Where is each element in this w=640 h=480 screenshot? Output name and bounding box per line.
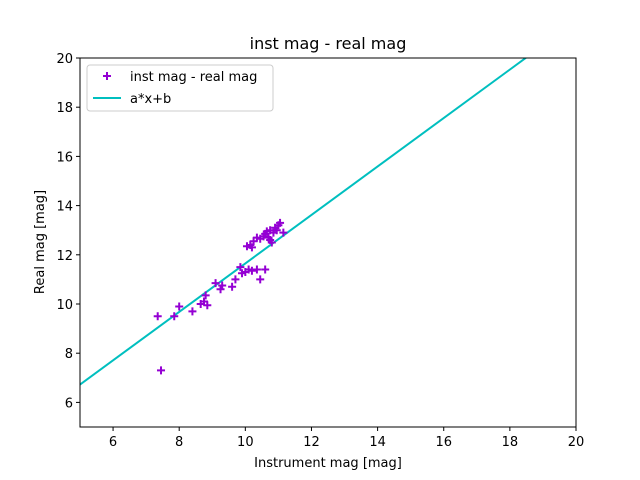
y-tick-label: 14 bbox=[56, 200, 73, 215]
data-point bbox=[261, 265, 270, 274]
x-tick-label: 16 bbox=[435, 435, 452, 450]
data-point bbox=[188, 307, 197, 316]
y-tick-label: 16 bbox=[56, 150, 73, 165]
series-layer bbox=[80, 58, 528, 386]
x-tick-label: 8 bbox=[175, 435, 183, 450]
data-point bbox=[170, 312, 179, 321]
data-point bbox=[211, 279, 220, 288]
data-point bbox=[153, 312, 162, 321]
x-tick-label: 14 bbox=[369, 435, 386, 450]
data-point bbox=[252, 265, 261, 274]
x-tick-label: 20 bbox=[568, 435, 585, 450]
data-point bbox=[247, 266, 256, 275]
data-point bbox=[267, 238, 276, 247]
x-tick-label: 18 bbox=[502, 435, 519, 450]
y-axis-label: Real mag [mag] bbox=[33, 190, 48, 294]
fit-line bbox=[80, 58, 528, 386]
data-point bbox=[228, 282, 237, 291]
legend-scatter-marker bbox=[103, 72, 111, 80]
data-point bbox=[279, 228, 288, 237]
data-point bbox=[247, 243, 256, 252]
legend-plus-marker bbox=[103, 72, 111, 80]
x-tick-label: 12 bbox=[303, 435, 320, 450]
x-axis: 6 8 10 12 14 16 18 20 bbox=[109, 427, 584, 450]
y-axis: 6 8 10 12 14 16 18 20 bbox=[56, 52, 80, 411]
y-tick-label: 18 bbox=[56, 101, 73, 116]
data-point bbox=[201, 291, 210, 300]
x-tick-label: 10 bbox=[237, 435, 254, 450]
data-point bbox=[231, 275, 240, 284]
y-tick-label: 10 bbox=[56, 298, 73, 313]
chart-title: inst mag - real mag bbox=[250, 34, 407, 53]
data-point bbox=[236, 263, 245, 272]
legend-label-line: a*x+b bbox=[130, 92, 171, 107]
data-point bbox=[175, 302, 184, 311]
legend: inst mag - real mag a*x+b bbox=[86, 64, 274, 112]
y-tick-label: 8 bbox=[65, 347, 73, 362]
x-tick-label: 6 bbox=[109, 435, 117, 450]
plot-frame bbox=[79, 57, 577, 428]
data-point bbox=[276, 218, 285, 227]
y-tick-label: 20 bbox=[56, 52, 73, 67]
data-point bbox=[218, 281, 227, 290]
x-axis-label: Instrument mag [mag] bbox=[254, 456, 402, 471]
data-point bbox=[272, 226, 281, 235]
y-tick-label: 6 bbox=[65, 396, 73, 411]
data-point bbox=[216, 285, 225, 294]
y-tick-label: 12 bbox=[56, 249, 73, 264]
data-point bbox=[157, 366, 166, 375]
legend-label-scatter: inst mag - real mag bbox=[130, 70, 257, 85]
data-point bbox=[203, 301, 212, 310]
data-point bbox=[256, 275, 265, 284]
legend-box bbox=[86, 64, 274, 112]
